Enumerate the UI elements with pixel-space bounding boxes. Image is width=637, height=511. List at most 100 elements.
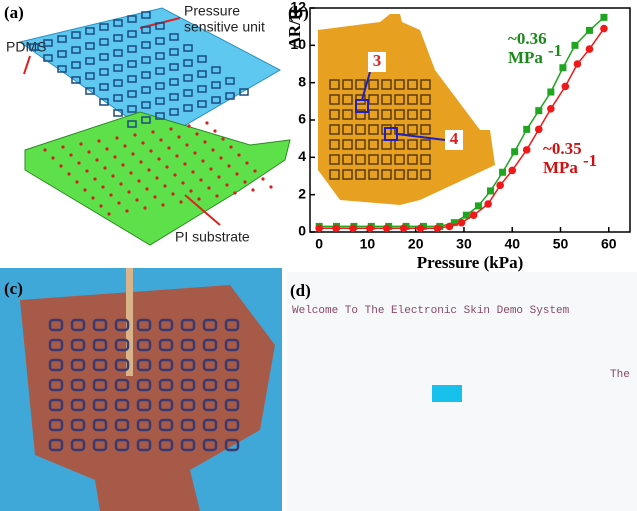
sensor-unit [43, 54, 53, 62]
sensor-unit [99, 98, 109, 106]
inset-unit [342, 169, 353, 180]
panel-b: (b) [288, 3, 495, 205]
inset-unit [420, 124, 431, 135]
sample-unit [224, 378, 240, 392]
inset-unit [342, 109, 353, 120]
electrode-dot [161, 203, 165, 207]
sample-unit [202, 318, 218, 332]
sensor-unit [169, 78, 179, 86]
sample-unit [202, 418, 218, 432]
marker [547, 105, 555, 113]
sample-unit [158, 358, 174, 372]
marker [332, 224, 340, 233]
electrode-dot [229, 145, 233, 149]
y-tick-label: 6 [298, 111, 306, 127]
sample-unit [158, 438, 174, 452]
sensor-unit [127, 90, 137, 98]
inset-unit [420, 139, 431, 150]
sensor-unit [169, 93, 179, 101]
marker [462, 211, 470, 219]
inset-unit [381, 169, 392, 180]
x-tick-label: 10 [360, 236, 376, 252]
sensor-unit [99, 38, 109, 46]
electrode-dot [261, 177, 265, 181]
marker [433, 224, 442, 233]
electrode-dot [243, 180, 247, 184]
sensor-unit [113, 79, 123, 87]
electrode-dot [237, 153, 241, 157]
sample-unit [70, 338, 86, 352]
marker [585, 45, 594, 53]
sample-unit [158, 318, 174, 332]
sensor-unit [141, 101, 151, 109]
inset-unit [420, 79, 431, 90]
electrode-dot [191, 170, 195, 174]
electrode-dot [163, 184, 167, 188]
electrode-dot [145, 187, 149, 191]
sample-unit [114, 418, 130, 432]
sample-unit [224, 418, 240, 432]
electrode-dot [69, 153, 73, 157]
electrode-dot [219, 156, 223, 160]
sensor-unit [141, 11, 151, 19]
inset-unit [394, 139, 405, 150]
inset-unit [381, 154, 392, 165]
sensor-unit [155, 97, 165, 105]
sensor-unit [169, 63, 179, 71]
inset-photo [318, 14, 495, 205]
marker [349, 224, 357, 233]
marker [600, 13, 608, 21]
inset-unit [355, 154, 366, 165]
inset-unit [394, 169, 405, 180]
pressure-indicator [432, 385, 462, 402]
panel-label: (c) [4, 279, 23, 298]
electrode-dot [195, 132, 199, 136]
marker [573, 60, 582, 68]
inset-unit [342, 94, 353, 105]
sensor-unit [197, 85, 207, 93]
y-tick-label: 0 [298, 223, 306, 239]
sensor-unit [141, 116, 151, 124]
x-axis-title: Pressure (kPa) [417, 253, 524, 272]
arrow [184, 194, 221, 226]
electrode-dot [131, 152, 135, 156]
y-tick-label: 4 [298, 148, 306, 164]
sample-unit [114, 338, 130, 352]
annotation-unit: MPa [543, 158, 578, 177]
electrode-dot [87, 150, 91, 154]
inset-tag [368, 52, 386, 72]
sample-unit [48, 358, 64, 372]
sample-unit [180, 358, 196, 372]
annotation-unit: MPa [508, 48, 543, 67]
sample-unit [48, 438, 64, 452]
inset-unit [381, 109, 392, 120]
arrow [23, 55, 31, 75]
sensor-unit [71, 76, 81, 84]
y-tick-label: 12 [290, 0, 306, 15]
sample-unit [136, 318, 152, 332]
sensor-unit [57, 65, 67, 73]
sample-unit [92, 398, 108, 412]
x-tick-label: 20 [408, 236, 424, 252]
electrode-dot [167, 146, 171, 150]
marker [450, 219, 458, 227]
electrode-dot [85, 169, 89, 173]
sensor-unit [127, 75, 137, 83]
sensor-unit [85, 57, 95, 65]
marker [445, 222, 454, 231]
sensor-unit [155, 22, 165, 30]
inset-unit [407, 139, 418, 150]
sensor-unit [155, 67, 165, 75]
sample-unit [92, 418, 108, 432]
sensor-unit [141, 26, 151, 34]
sensor-unit [211, 96, 221, 104]
y-axis-title: ΔR/R [285, 7, 304, 48]
electrode-dot [111, 174, 115, 178]
sample-unit [224, 398, 240, 412]
sample-unit [92, 378, 108, 392]
sample-unit [136, 378, 152, 392]
sample-unit [48, 338, 64, 352]
electrode-dot [207, 186, 211, 190]
electrode-dot [177, 135, 181, 139]
sensor-unit [127, 105, 137, 113]
